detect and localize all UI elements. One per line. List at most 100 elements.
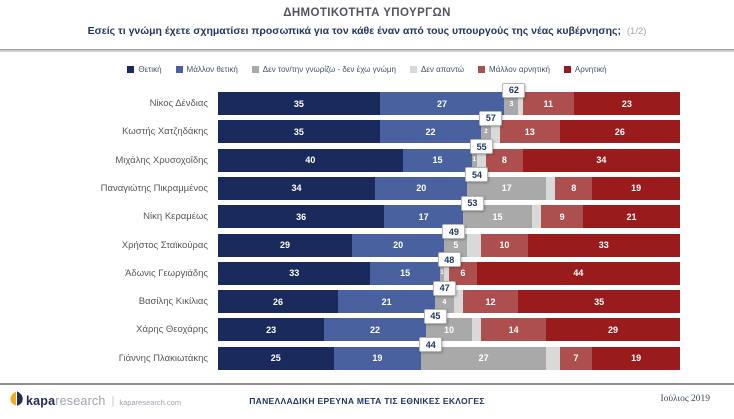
- stacked-bar: 36 17 15 9 21: [218, 205, 680, 229]
- bar-value-label: 29: [607, 324, 618, 335]
- minister-name: Χάρης Θεοχάρης: [136, 324, 208, 336]
- bar-segment-rather_positive: 22: [379, 120, 482, 144]
- stacked-bar: 33 15 1 6 44: [218, 261, 680, 285]
- minister-name: Κωστής Χατζηδάκης: [122, 126, 208, 138]
- bar-value-label: 29: [279, 240, 290, 250]
- bar-segment-no_answer: [546, 346, 560, 370]
- bar-segment-negative: 19: [592, 176, 680, 200]
- legend-item-no_answer: Δεν απαντώ: [409, 65, 465, 74]
- bar-segment-rather_negative: 8: [555, 176, 593, 200]
- bar-value-label: 8: [571, 183, 577, 194]
- legend-label-no_answer: Δεν απαντώ: [420, 65, 465, 74]
- minister-name: Νίκος Δένδιας: [149, 98, 208, 109]
- bar-segment-rather_negative: 9: [541, 205, 583, 229]
- bar-segment-rather_positive: 20: [375, 176, 468, 200]
- bar-segment-dont_know: 1: [472, 148, 477, 172]
- stacked-bar: 23 22 10 14 29: [218, 318, 680, 342]
- bar-value-label: 27: [437, 98, 448, 109]
- bar-value-label: 23: [621, 98, 632, 109]
- legend-item-dont_know: Δεν τον/την γνωρίζω - δεν έχω γνώμη: [251, 65, 396, 74]
- positive-total-label: 53: [460, 195, 484, 211]
- footer-date: Ιούλιος 2019: [660, 394, 710, 404]
- legend-item-rather_negative: Μάλλον αρνητική: [478, 65, 550, 74]
- bar-segment-dont_know: 17: [467, 176, 546, 200]
- legend-label-negative: Αρνητική: [574, 65, 607, 74]
- bar-value-label: 1: [440, 270, 444, 277]
- legend-swatch-dont_know: [251, 66, 259, 73]
- bar-value-label: 11: [543, 98, 554, 109]
- bar-value-label: 10: [443, 324, 454, 335]
- bar-value-label: 19: [631, 183, 642, 194]
- bar-value-label: 15: [492, 211, 503, 222]
- bar-segment-rather_negative: 8: [485, 148, 523, 172]
- bar-segment-dont_know: 10: [425, 318, 473, 342]
- bar-segment-no_answer: [546, 176, 556, 200]
- bar-segment-positive: 35: [218, 92, 380, 115]
- legend-swatch-no_answer: [409, 66, 417, 73]
- bar-value-label: 35: [293, 126, 304, 137]
- subtitle-question: Εσείς τι γνώμη έχετε σχηματίσει προσωπικ…: [87, 25, 621, 37]
- bar-value-label: 44: [573, 268, 584, 279]
- bar-value-label: 22: [370, 324, 381, 335]
- bar-segment-positive: 25: [218, 346, 334, 370]
- bar-segment-negative: 29: [545, 318, 680, 342]
- bar-value-label: 4: [442, 297, 447, 307]
- bar-value-label: 21: [381, 296, 392, 307]
- bar-segment-rather_negative: 13: [499, 120, 560, 144]
- kapa-research-logo-icon: [10, 391, 23, 411]
- minister-name: Άδωνις Γεωργιάδης: [125, 267, 208, 279]
- bar-segment-negative: 26: [559, 120, 680, 144]
- bar-segment-dont_know: 4: [435, 290, 454, 314]
- legend-swatch-positive: [127, 66, 135, 73]
- positive-total-label: 54: [465, 167, 489, 183]
- bar-segment-negative: 33: [527, 233, 680, 257]
- positive-total-label: 45: [423, 308, 447, 324]
- header-divider: [0, 49, 734, 52]
- bar-value-label: 5: [453, 240, 459, 250]
- legend-label-rather_positive: Μάλλον θετική: [186, 65, 238, 74]
- legend-label-dont_know: Δεν τον/την γνωρίζω - δεν έχω γνώμη: [262, 65, 396, 74]
- bar-segment-rather_negative: 14: [481, 318, 546, 342]
- footer-survey-title: ΠΑΝΕΛΛΑΔΙΚΗ ΕΡΕΥΝΑ ΜΕΤΑ ΤΙΣ ΕΘΝΙΚΕΣ ΕΚΛΟ…: [249, 396, 485, 406]
- bar-segment-negative: 19: [592, 346, 680, 370]
- stacked-bar: 25 19 27 7 19: [218, 346, 680, 370]
- bar-segment-positive: 34: [218, 176, 376, 200]
- bar-value-label: 36: [296, 211, 307, 222]
- bar-value-label: 15: [400, 268, 411, 279]
- bar-value-label: 23: [266, 324, 277, 335]
- bar-value-label: 27: [478, 353, 489, 364]
- bar-value-label: 10: [499, 240, 510, 250]
- legend-label-positive: Θετική: [138, 65, 162, 74]
- minister-name: Νίκη Κεραμέως: [143, 211, 208, 223]
- legend-label-rather_negative: Μάλλον αρνητική: [489, 65, 550, 74]
- bar-row: Παναγιώτης Πικραμμένος 34 20 17 8 19: [0, 176, 734, 200]
- logo-separator: |: [111, 395, 115, 407]
- bar-segment-rather_positive: 21: [338, 290, 436, 314]
- bar-value-label: 1: [472, 157, 477, 164]
- bar-row: Γιάννης Πλακιωτάκης 25 19 27 7 19: [0, 346, 734, 370]
- positive-total-label: 47: [433, 280, 457, 296]
- bar-value-label: 20: [393, 240, 404, 250]
- stacked-bar: 26 21 4 12 35: [218, 290, 680, 314]
- stacked-bar: 35 27 3 11 23: [218, 92, 680, 115]
- bar-value-label: 35: [594, 296, 605, 307]
- bar-segment-rather_positive: 22: [324, 318, 426, 342]
- bar-value-label: 7: [573, 353, 579, 364]
- bar-segment-rather_negative: 12: [462, 290, 519, 314]
- subtitle-page-indicator: (1/2): [626, 26, 647, 37]
- bar-value-label: 20: [416, 183, 427, 194]
- bar-segment-positive: 40: [218, 148, 403, 172]
- bar-segment-rather_negative: 11: [522, 92, 574, 115]
- legend-item-negative: Αρνητική: [563, 65, 607, 74]
- bar-row: Χρήστος Σταϊκούρας 29 20 5 10 33: [0, 233, 734, 257]
- logo-domain-text: kaparesearch.com: [119, 397, 182, 407]
- bar-segment-positive: 29: [218, 233, 352, 257]
- legend-item-rather_positive: Μάλλον θετική: [175, 65, 238, 74]
- bar-value-label: 14: [508, 324, 519, 335]
- kapa-research-logo: kapa research | kaparesearch.com: [10, 391, 181, 411]
- bar-row: Άδωνις Γεωργιάδης 33 15 1 6 44: [0, 261, 734, 285]
- bar-segment-rather_negative: 6: [448, 261, 477, 285]
- bar-segment-positive: 35: [218, 120, 380, 144]
- bar-segment-negative: 23: [573, 92, 680, 115]
- bar-segment-negative: 34: [522, 148, 680, 172]
